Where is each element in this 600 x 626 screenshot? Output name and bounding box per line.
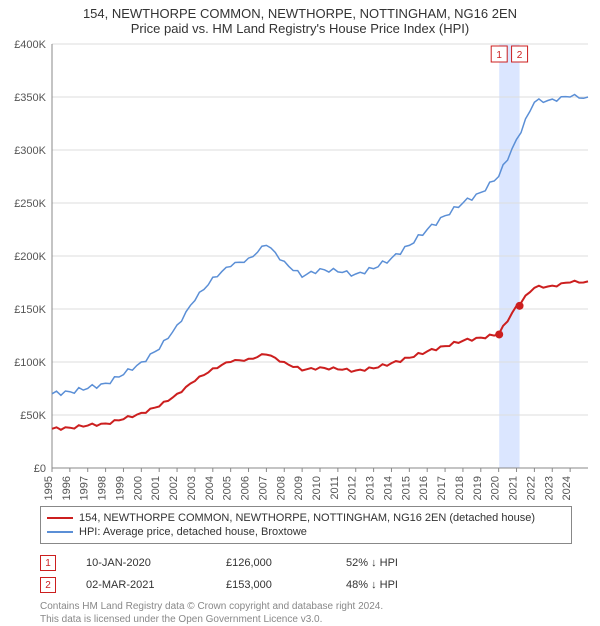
top-marker-label: 1 [496,50,502,61]
legend-swatch [47,517,73,519]
x-tick-label: 1998 [97,476,109,500]
footer-line2: This data is licensed under the Open Gov… [40,613,572,626]
x-tick-label: 2017 [436,476,448,500]
x-tick-label: 1996 [61,476,73,500]
marker-row: 1 10-JAN-2020 £126,000 52% ↓ HPI [40,552,572,574]
x-tick-label: 2014 [382,476,394,500]
chart-svg: £0 £50K £100K £150K £200K £250K £300K £350K £400… [0,38,600,500]
marker-badge: 1 [40,555,56,571]
chart-container: 154, NEWTHORPE COMMON, NEWTHORPE, NOTTIN… [0,0,600,560]
x-tick-label: 2003 [186,476,198,500]
y-tick-label: £0 [34,463,46,475]
x-tick-label: 2007 [257,476,269,500]
x-tick-label: 2016 [418,476,430,500]
marker-pct: 52% ↓ HPI [346,557,436,569]
y-tick-label: £400K [14,39,46,51]
y-tick-label: £150K [14,304,46,316]
x-tick-label: 2012 [347,476,359,500]
x-tick-label: 2021 [508,476,520,500]
marker-pct: 48% ↓ HPI [346,579,436,591]
x-tick-label: 2011 [329,476,341,500]
x-tick-label: 2013 [365,476,377,500]
y-tick-label: £300K [14,145,46,157]
marker-date: 02-MAR-2021 [86,579,196,591]
y-tick-label: £200K [14,251,46,263]
y-tick-label: £100K [14,357,46,369]
point-marker [495,330,503,338]
x-tick-label: 2022 [525,476,537,500]
point-marker [516,302,524,310]
x-tick-label: 2002 [168,476,180,500]
x-tick-label: 2009 [293,476,305,500]
y-tick-label: £50K [20,410,46,422]
marker-row: 2 02-MAR-2021 £153,000 48% ↓ HPI [40,574,572,596]
x-tick-label: 2019 [472,476,484,500]
footer: Contains HM Land Registry data © Crown c… [40,600,572,626]
x-tick-label: 1997 [79,476,91,500]
marker-price: £126,000 [226,557,316,569]
x-tick-label: 2000 [132,476,144,500]
chart-area: £0 £50K £100K £150K £200K £250K £300K £350K £400… [0,38,600,500]
x-tick-label: 2006 [240,476,252,500]
footer-line1: Contains HM Land Registry data © Crown c… [40,600,572,613]
x-tick-label: 2023 [543,476,555,500]
x-tick-label: 2020 [490,476,502,500]
legend-swatch [47,531,73,533]
x-tick-label: 2005 [222,476,234,500]
title-sub: Price paid vs. HM Land Registry's House … [10,21,590,36]
marker-price: £153,000 [226,579,316,591]
y-tick-label: £250K [14,198,46,210]
x-tick-label: 1995 [43,476,55,500]
x-tick-label: 2008 [275,476,287,500]
x-tick-label: 2018 [454,476,466,500]
titles: 154, NEWTHORPE COMMON, NEWTHORPE, NOTTIN… [0,0,600,38]
x-tick-label: 1999 [114,476,126,500]
legend-label: HPI: Average price, detached house, Brox… [79,526,307,538]
x-tick-label: 2015 [400,476,412,500]
y-tick-label: £350K [14,92,46,104]
top-marker-label: 2 [517,50,523,61]
marker-badge: 2 [40,577,56,593]
markers-table: 1 10-JAN-2020 £126,000 52% ↓ HPI 2 02-MAR-202… [40,552,572,596]
x-tick-label: 2024 [561,476,573,500]
legend-row: 154, NEWTHORPE COMMON, NEWTHORPE, NOTTIN… [47,511,565,525]
legend: 154, NEWTHORPE COMMON, NEWTHORPE, NOTTIN… [40,506,572,544]
title-main: 154, NEWTHORPE COMMON, NEWTHORPE, NOTTIN… [10,6,590,21]
x-tick-label: 2004 [204,476,216,500]
x-tick-label: 2001 [150,476,162,500]
legend-label: 154, NEWTHORPE COMMON, NEWTHORPE, NOTTIN… [79,512,535,524]
legend-row: HPI: Average price, detached house, Brox… [47,525,565,539]
marker-date: 10-JAN-2020 [86,557,196,569]
x-tick-label: 2010 [311,476,323,500]
